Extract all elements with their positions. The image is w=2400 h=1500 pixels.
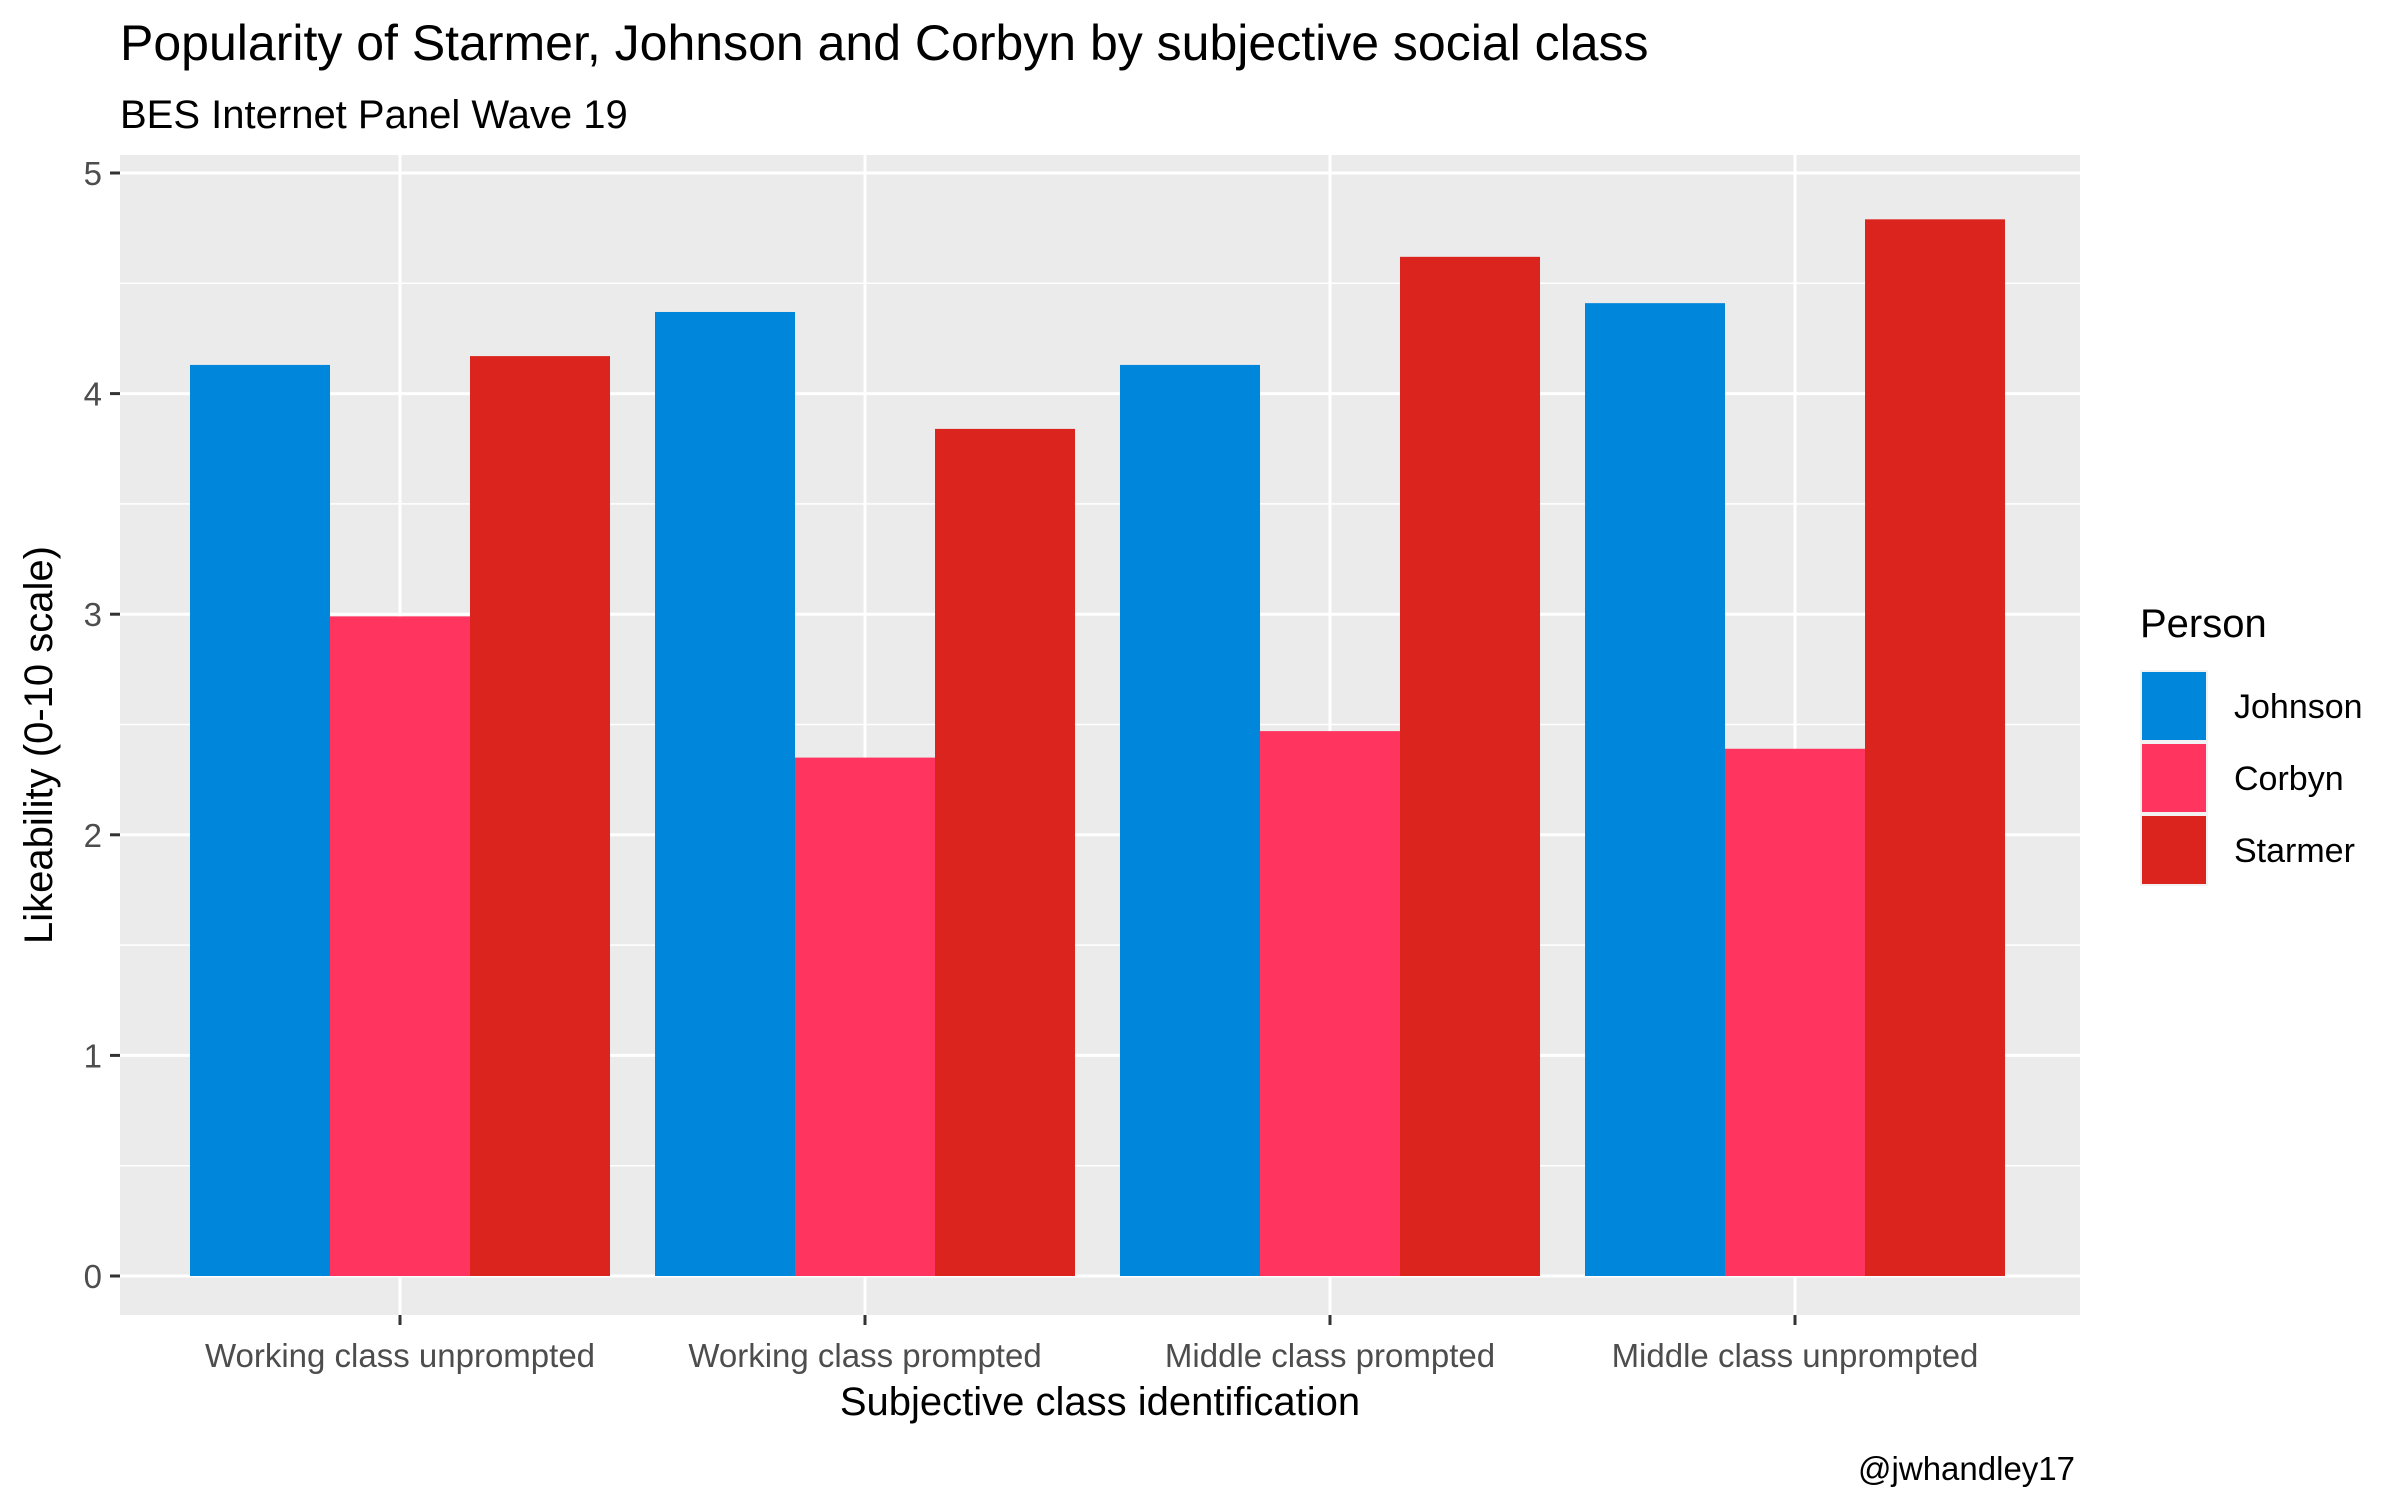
bars — [190, 219, 2005, 1276]
x-axis: Working class unprompted Working class pr… — [205, 1315, 1978, 1374]
bar-starmer — [1865, 219, 2005, 1276]
chart-caption: @jwhandley17 — [1858, 1450, 2075, 1487]
y-tick-label: 2 — [84, 817, 102, 854]
x-tick-label: Working class prompted — [688, 1337, 1041, 1374]
y-tick-label: 4 — [84, 376, 102, 413]
legend-label: Starmer — [2234, 832, 2355, 870]
bar-corbyn — [1260, 731, 1400, 1276]
legend-label: Johnson — [2234, 688, 2363, 726]
chart-subtitle: BES Internet Panel Wave 19 — [120, 93, 628, 137]
y-axis-title: Likeability (0-10 scale) — [17, 546, 61, 944]
legend: Person Johnson Corbyn Starmer — [2140, 602, 2363, 886]
x-tick-label: Working class unprompted — [205, 1337, 595, 1374]
legend-label: Corbyn — [2234, 760, 2344, 798]
legend-swatch-johnson — [2142, 672, 2206, 740]
bar-johnson — [1120, 364, 1260, 1276]
bar-starmer — [470, 356, 610, 1276]
bar-johnson — [1585, 303, 1725, 1276]
bar-starmer — [1400, 256, 1540, 1276]
y-tick-label: 3 — [84, 596, 102, 633]
y-tick-label: 0 — [84, 1258, 102, 1295]
bar-corbyn — [1725, 748, 1865, 1276]
y-tick-label: 5 — [84, 155, 102, 192]
bar-corbyn — [330, 616, 470, 1276]
legend-swatch-starmer — [2142, 816, 2206, 884]
y-tick-label: 1 — [84, 1037, 102, 1074]
bar-johnson — [190, 364, 330, 1276]
x-axis-title: Subjective class identification — [840, 1380, 1360, 1424]
legend-title: Person — [2140, 602, 2267, 646]
bar-starmer — [935, 428, 1075, 1276]
x-tick-label: Middle class unprompted — [1612, 1337, 1979, 1374]
bar-johnson — [655, 311, 795, 1276]
legend-swatch-corbyn — [2142, 744, 2206, 812]
bar-corbyn — [795, 757, 935, 1276]
y-axis: 0 1 2 3 4 5 — [84, 155, 120, 1295]
x-tick-label: Middle class prompted — [1165, 1337, 1495, 1374]
chart-title: Popularity of Starmer, Johnson and Corby… — [120, 15, 1649, 71]
